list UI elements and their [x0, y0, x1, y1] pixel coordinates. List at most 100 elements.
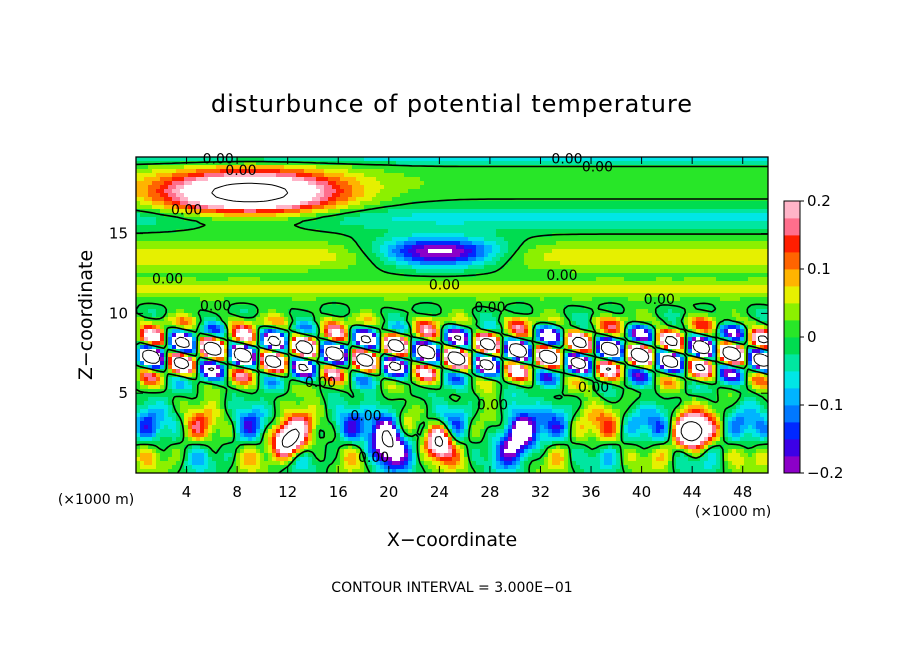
field-cell — [288, 169, 293, 174]
field-cell — [156, 165, 161, 170]
field-cell — [236, 245, 241, 250]
field-cell — [688, 213, 693, 218]
field-cell — [648, 177, 653, 182]
field-cell — [276, 273, 281, 278]
field-cell — [288, 245, 293, 250]
field-cell — [724, 261, 729, 266]
field-cell — [376, 165, 381, 170]
field-cell — [364, 217, 369, 222]
field-cell — [440, 253, 445, 258]
field-cell — [192, 165, 197, 170]
field-cell — [528, 229, 533, 234]
field-cell — [292, 273, 297, 278]
field-cell — [404, 165, 409, 170]
field-cell — [392, 161, 397, 166]
field-cell — [652, 277, 657, 282]
field-cell — [224, 237, 229, 242]
field-cell — [140, 193, 145, 198]
field-cell — [756, 249, 761, 254]
field-cell — [552, 193, 557, 198]
field-cell — [764, 161, 768, 166]
field-cell — [624, 277, 629, 282]
field-cell — [312, 249, 317, 254]
field-cell — [636, 209, 641, 214]
field-cell — [320, 193, 325, 198]
field-cell — [236, 237, 241, 242]
field-cell — [280, 245, 285, 250]
field-cell — [416, 177, 421, 182]
field-cell — [756, 265, 761, 270]
field-cell — [600, 273, 605, 278]
field-cell — [276, 229, 281, 234]
field-cell — [628, 201, 633, 206]
field-cell — [652, 217, 657, 222]
field-cell — [280, 217, 285, 222]
field-cell — [192, 225, 197, 230]
field-cell — [160, 277, 165, 282]
field-cell — [656, 209, 661, 214]
field-cell — [380, 261, 385, 266]
field-cell — [276, 209, 281, 214]
field-cell — [220, 269, 225, 274]
field-cell — [456, 161, 461, 166]
field-cell — [152, 273, 157, 278]
field-cell — [440, 185, 445, 190]
field-cell — [524, 181, 529, 186]
field-cell — [424, 277, 429, 282]
field-cell — [168, 185, 173, 190]
field-cell — [564, 241, 569, 246]
field-cell — [260, 205, 265, 210]
field-cell — [664, 249, 669, 254]
field-cell — [188, 229, 193, 234]
field-cell — [744, 185, 749, 190]
field-cell — [448, 173, 453, 178]
field-cell — [252, 161, 257, 166]
field-cell — [484, 173, 489, 178]
field-cell — [696, 161, 701, 166]
field-cell — [368, 273, 373, 278]
field-cell — [696, 201, 701, 206]
field-cell — [204, 269, 209, 274]
field-cell — [732, 225, 737, 230]
field-cell — [552, 245, 557, 250]
field-cell — [544, 241, 549, 246]
field-cell — [708, 233, 713, 238]
field-cell — [460, 169, 465, 174]
field-cell — [480, 281, 485, 286]
field-cell — [212, 229, 217, 234]
field-cell — [612, 245, 617, 250]
field-cell — [704, 245, 709, 250]
field-cell — [640, 273, 645, 278]
field-cell — [320, 201, 325, 206]
field-cell — [420, 213, 425, 218]
field-cell — [600, 261, 605, 266]
field-cell — [196, 165, 201, 170]
field-cell — [556, 193, 561, 198]
field-cell — [504, 201, 509, 206]
field-cell — [508, 177, 513, 182]
field-cell — [532, 189, 537, 194]
field-cell — [172, 185, 177, 190]
field-cell — [532, 217, 537, 222]
field-cell — [340, 257, 345, 262]
field-cell — [660, 249, 665, 254]
field-cell — [764, 257, 768, 262]
field-cell — [452, 245, 457, 250]
field-cell — [388, 277, 393, 282]
field-cell — [344, 281, 349, 286]
field-cell — [204, 221, 209, 226]
field-cell — [588, 177, 593, 182]
field-cell — [236, 241, 241, 246]
field-cell — [372, 157, 377, 162]
field-cell — [736, 225, 741, 230]
field-cell — [572, 229, 577, 234]
field-cell — [684, 193, 689, 198]
field-cell — [628, 277, 633, 282]
field-cell — [544, 277, 549, 282]
field-cell — [716, 229, 721, 234]
field-cell — [608, 161, 613, 166]
field-cell — [476, 169, 481, 174]
field-cell — [308, 229, 313, 234]
field-cell — [288, 277, 293, 282]
field-cell — [352, 221, 357, 226]
